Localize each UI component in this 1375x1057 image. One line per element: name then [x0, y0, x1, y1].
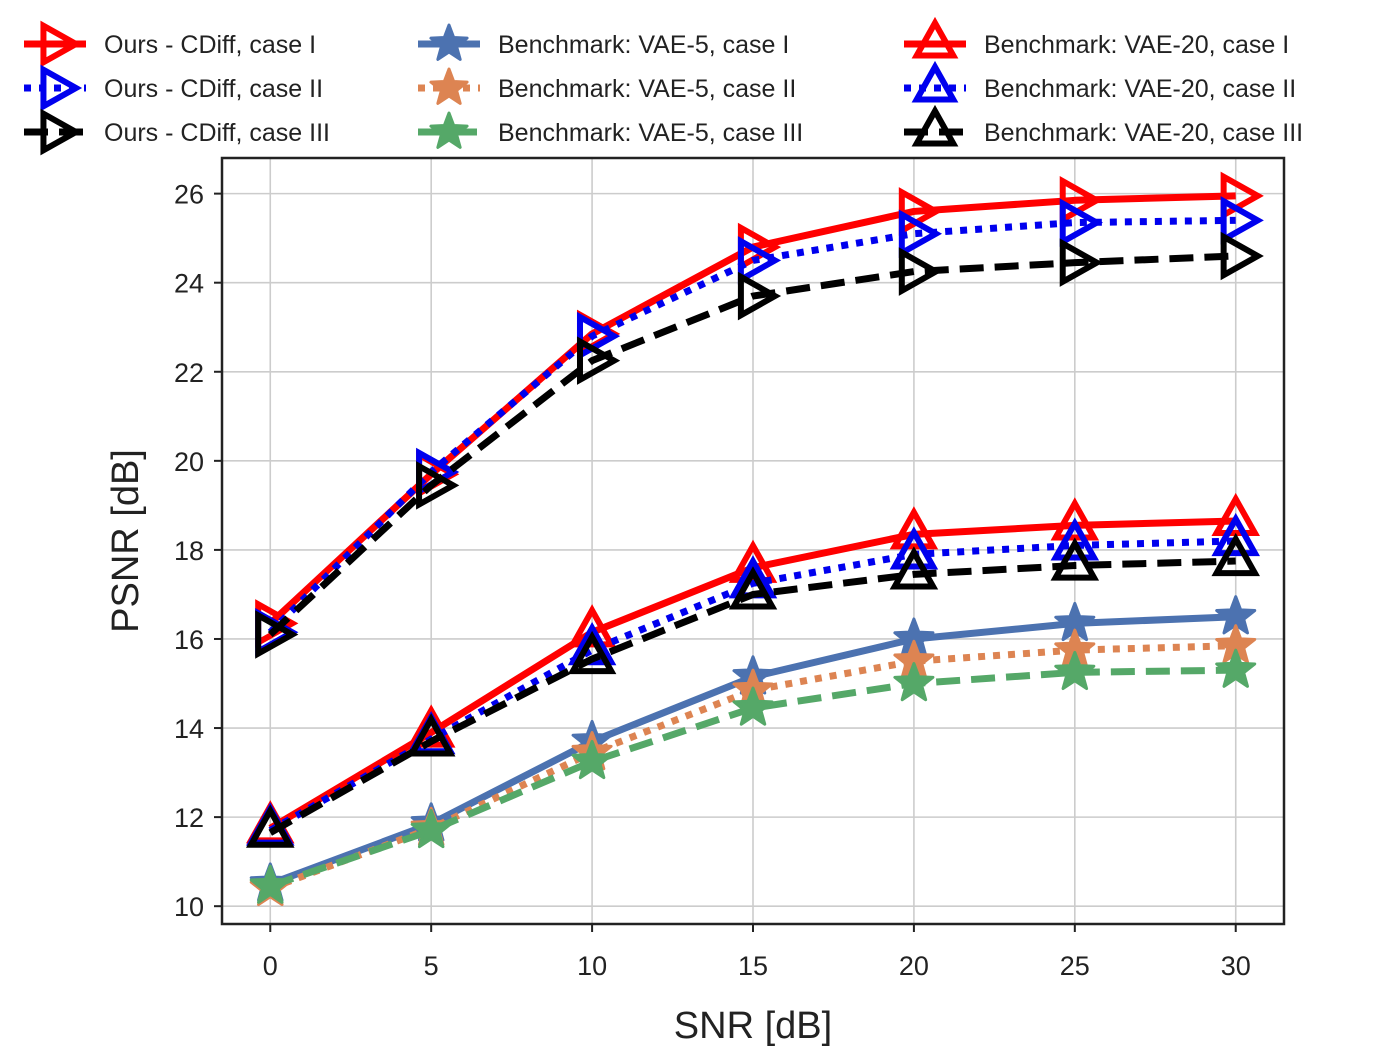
data-point: [1220, 231, 1264, 281]
data-point: [576, 336, 621, 385]
legend-item: Ours - CDiff, case I: [24, 20, 316, 68]
data-point: [1215, 648, 1257, 688]
data-point: [246, 804, 295, 848]
legend-marker: [429, 23, 469, 61]
legend-item: Benchmark: VAE-5, case I: [418, 23, 789, 61]
legend-item: Benchmark: VAE-5, case II: [418, 67, 796, 105]
legend-marker: [40, 108, 83, 156]
legend-marker: [911, 60, 959, 103]
data-point: [898, 247, 943, 296]
x-tick-label: 30: [1221, 951, 1251, 981]
legend-item: Ours - CDiff, case II: [24, 64, 323, 112]
legend-marker: [40, 64, 83, 112]
x-axis-label: SNR [dB]: [674, 1005, 832, 1047]
legend-marker: [911, 104, 959, 147]
y-tick-label: 10: [174, 892, 204, 922]
y-tick-label: 24: [174, 269, 204, 299]
data-point: [728, 566, 778, 610]
x-tick-label: 5: [424, 951, 439, 981]
legend-label: Benchmark: VAE-5, case III: [498, 119, 803, 147]
x-tick-label: 0: [263, 951, 278, 981]
y-tick-label: 16: [174, 625, 204, 655]
y-axis-label: PSNR [dB]: [105, 449, 147, 633]
series-ours-cdiff-case-iii: [255, 231, 1264, 659]
legend-item: Benchmark: VAE-5, case III: [418, 111, 803, 149]
x-tick-label: 25: [1060, 951, 1090, 981]
data-point: [406, 713, 456, 757]
data-point: [410, 808, 452, 849]
data-point: [1220, 171, 1264, 221]
data-point: [567, 604, 617, 648]
data-point: [416, 461, 460, 510]
legend-label: Benchmark: VAE-20, case II: [984, 75, 1296, 103]
data-point: [893, 662, 935, 702]
data-point: [1211, 512, 1260, 557]
data-point: [571, 739, 613, 780]
y-tick-label: 14: [174, 714, 204, 744]
data-point: [1059, 238, 1103, 287]
y-tick-label: 12: [174, 803, 204, 833]
data-point: [567, 630, 617, 675]
legend: Ours - CDiff, case I Ours - CDiff, case I…: [24, 16, 1303, 156]
legend-label: Benchmark: VAE-20, case III: [984, 119, 1303, 147]
y-tick-label: 22: [174, 358, 204, 388]
series-benchmark-vae-20-case-iii: [246, 532, 1260, 848]
y-tick-label: 26: [174, 180, 204, 210]
legend-label: Ours - CDiff, case II: [104, 75, 323, 103]
data-point: [732, 686, 774, 726]
legend-marker: [429, 111, 469, 149]
ticks: 0 5 10 15 20 25 30 10 12 14 16 18 20 22 24 26: [174, 180, 1251, 981]
data-point: [1054, 650, 1096, 691]
data-point: [255, 610, 299, 659]
data-point: [737, 271, 782, 321]
x-tick-label: 15: [738, 951, 768, 981]
data-point: [1059, 198, 1103, 247]
data-point: [1050, 517, 1100, 561]
legend-item: Benchmark: VAE-20, case II: [904, 60, 1296, 103]
series-line: [268, 557, 1236, 836]
data-point: [1050, 537, 1100, 581]
data-point: [249, 864, 291, 904]
legend-label: Ours - CDiff, case III: [104, 119, 330, 147]
data-point: [1220, 196, 1264, 245]
y-tick-label: 20: [174, 447, 204, 477]
legend-label: Ours - CDiff, case I: [104, 31, 316, 59]
x-tick-label: 10: [577, 951, 607, 981]
legend-label: Benchmark: VAE-20, case I: [984, 31, 1289, 59]
x-tick-label: 20: [899, 951, 929, 981]
series-layer: [246, 171, 1264, 907]
legend-label: Benchmark: VAE-5, case I: [498, 31, 789, 59]
legend-item: Benchmark: VAE-20, case III: [904, 104, 1303, 147]
legend-item: Benchmark: VAE-20, case I: [904, 16, 1289, 59]
series-line: [267, 252, 1236, 638]
data-point: [737, 236, 782, 285]
y-tick-label: 18: [174, 536, 204, 566]
legend-marker: [911, 16, 959, 59]
legend-marker: [429, 67, 469, 105]
series-benchmark-vae-5-case-iii: [249, 648, 1257, 904]
legend-marker: [40, 20, 83, 68]
data-point: [898, 209, 943, 258]
legend-label: Benchmark: VAE-5, case II: [498, 75, 796, 103]
data-point: [1211, 532, 1260, 577]
data-point: [889, 546, 939, 590]
data-point: [576, 311, 621, 361]
data-point: [889, 526, 939, 570]
legend-item: Ours - CDiff, case III: [24, 108, 330, 156]
